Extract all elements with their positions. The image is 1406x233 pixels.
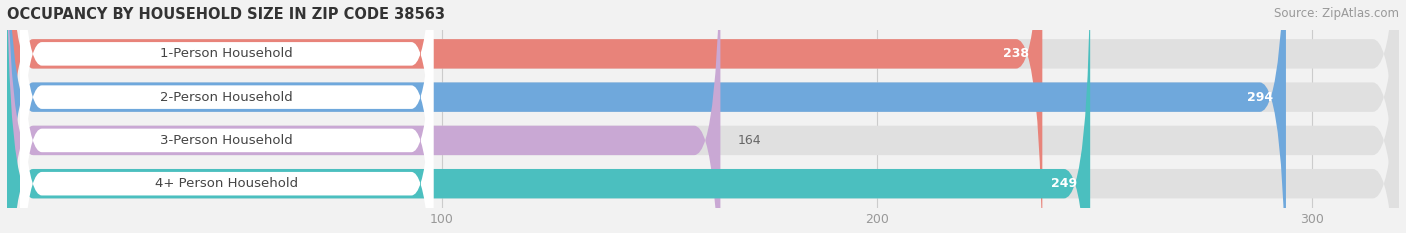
FancyBboxPatch shape xyxy=(20,0,433,233)
FancyBboxPatch shape xyxy=(7,0,1042,233)
FancyBboxPatch shape xyxy=(7,0,1399,233)
FancyBboxPatch shape xyxy=(7,0,1399,233)
Text: 2-Person Household: 2-Person Household xyxy=(160,91,292,104)
Text: 294: 294 xyxy=(1247,91,1272,104)
FancyBboxPatch shape xyxy=(20,0,433,233)
FancyBboxPatch shape xyxy=(7,0,1286,233)
Text: 4+ Person Household: 4+ Person Household xyxy=(155,177,298,190)
FancyBboxPatch shape xyxy=(20,0,433,233)
Text: 1-Person Household: 1-Person Household xyxy=(160,47,292,60)
Text: 238: 238 xyxy=(1004,47,1029,60)
FancyBboxPatch shape xyxy=(7,0,1090,233)
FancyBboxPatch shape xyxy=(7,0,720,233)
FancyBboxPatch shape xyxy=(7,0,1399,233)
FancyBboxPatch shape xyxy=(7,0,1399,233)
Text: Source: ZipAtlas.com: Source: ZipAtlas.com xyxy=(1274,7,1399,20)
Text: 249: 249 xyxy=(1052,177,1077,190)
FancyBboxPatch shape xyxy=(20,0,433,233)
Text: OCCUPANCY BY HOUSEHOLD SIZE IN ZIP CODE 38563: OCCUPANCY BY HOUSEHOLD SIZE IN ZIP CODE … xyxy=(7,7,444,22)
Text: 3-Person Household: 3-Person Household xyxy=(160,134,292,147)
Text: 164: 164 xyxy=(738,134,762,147)
